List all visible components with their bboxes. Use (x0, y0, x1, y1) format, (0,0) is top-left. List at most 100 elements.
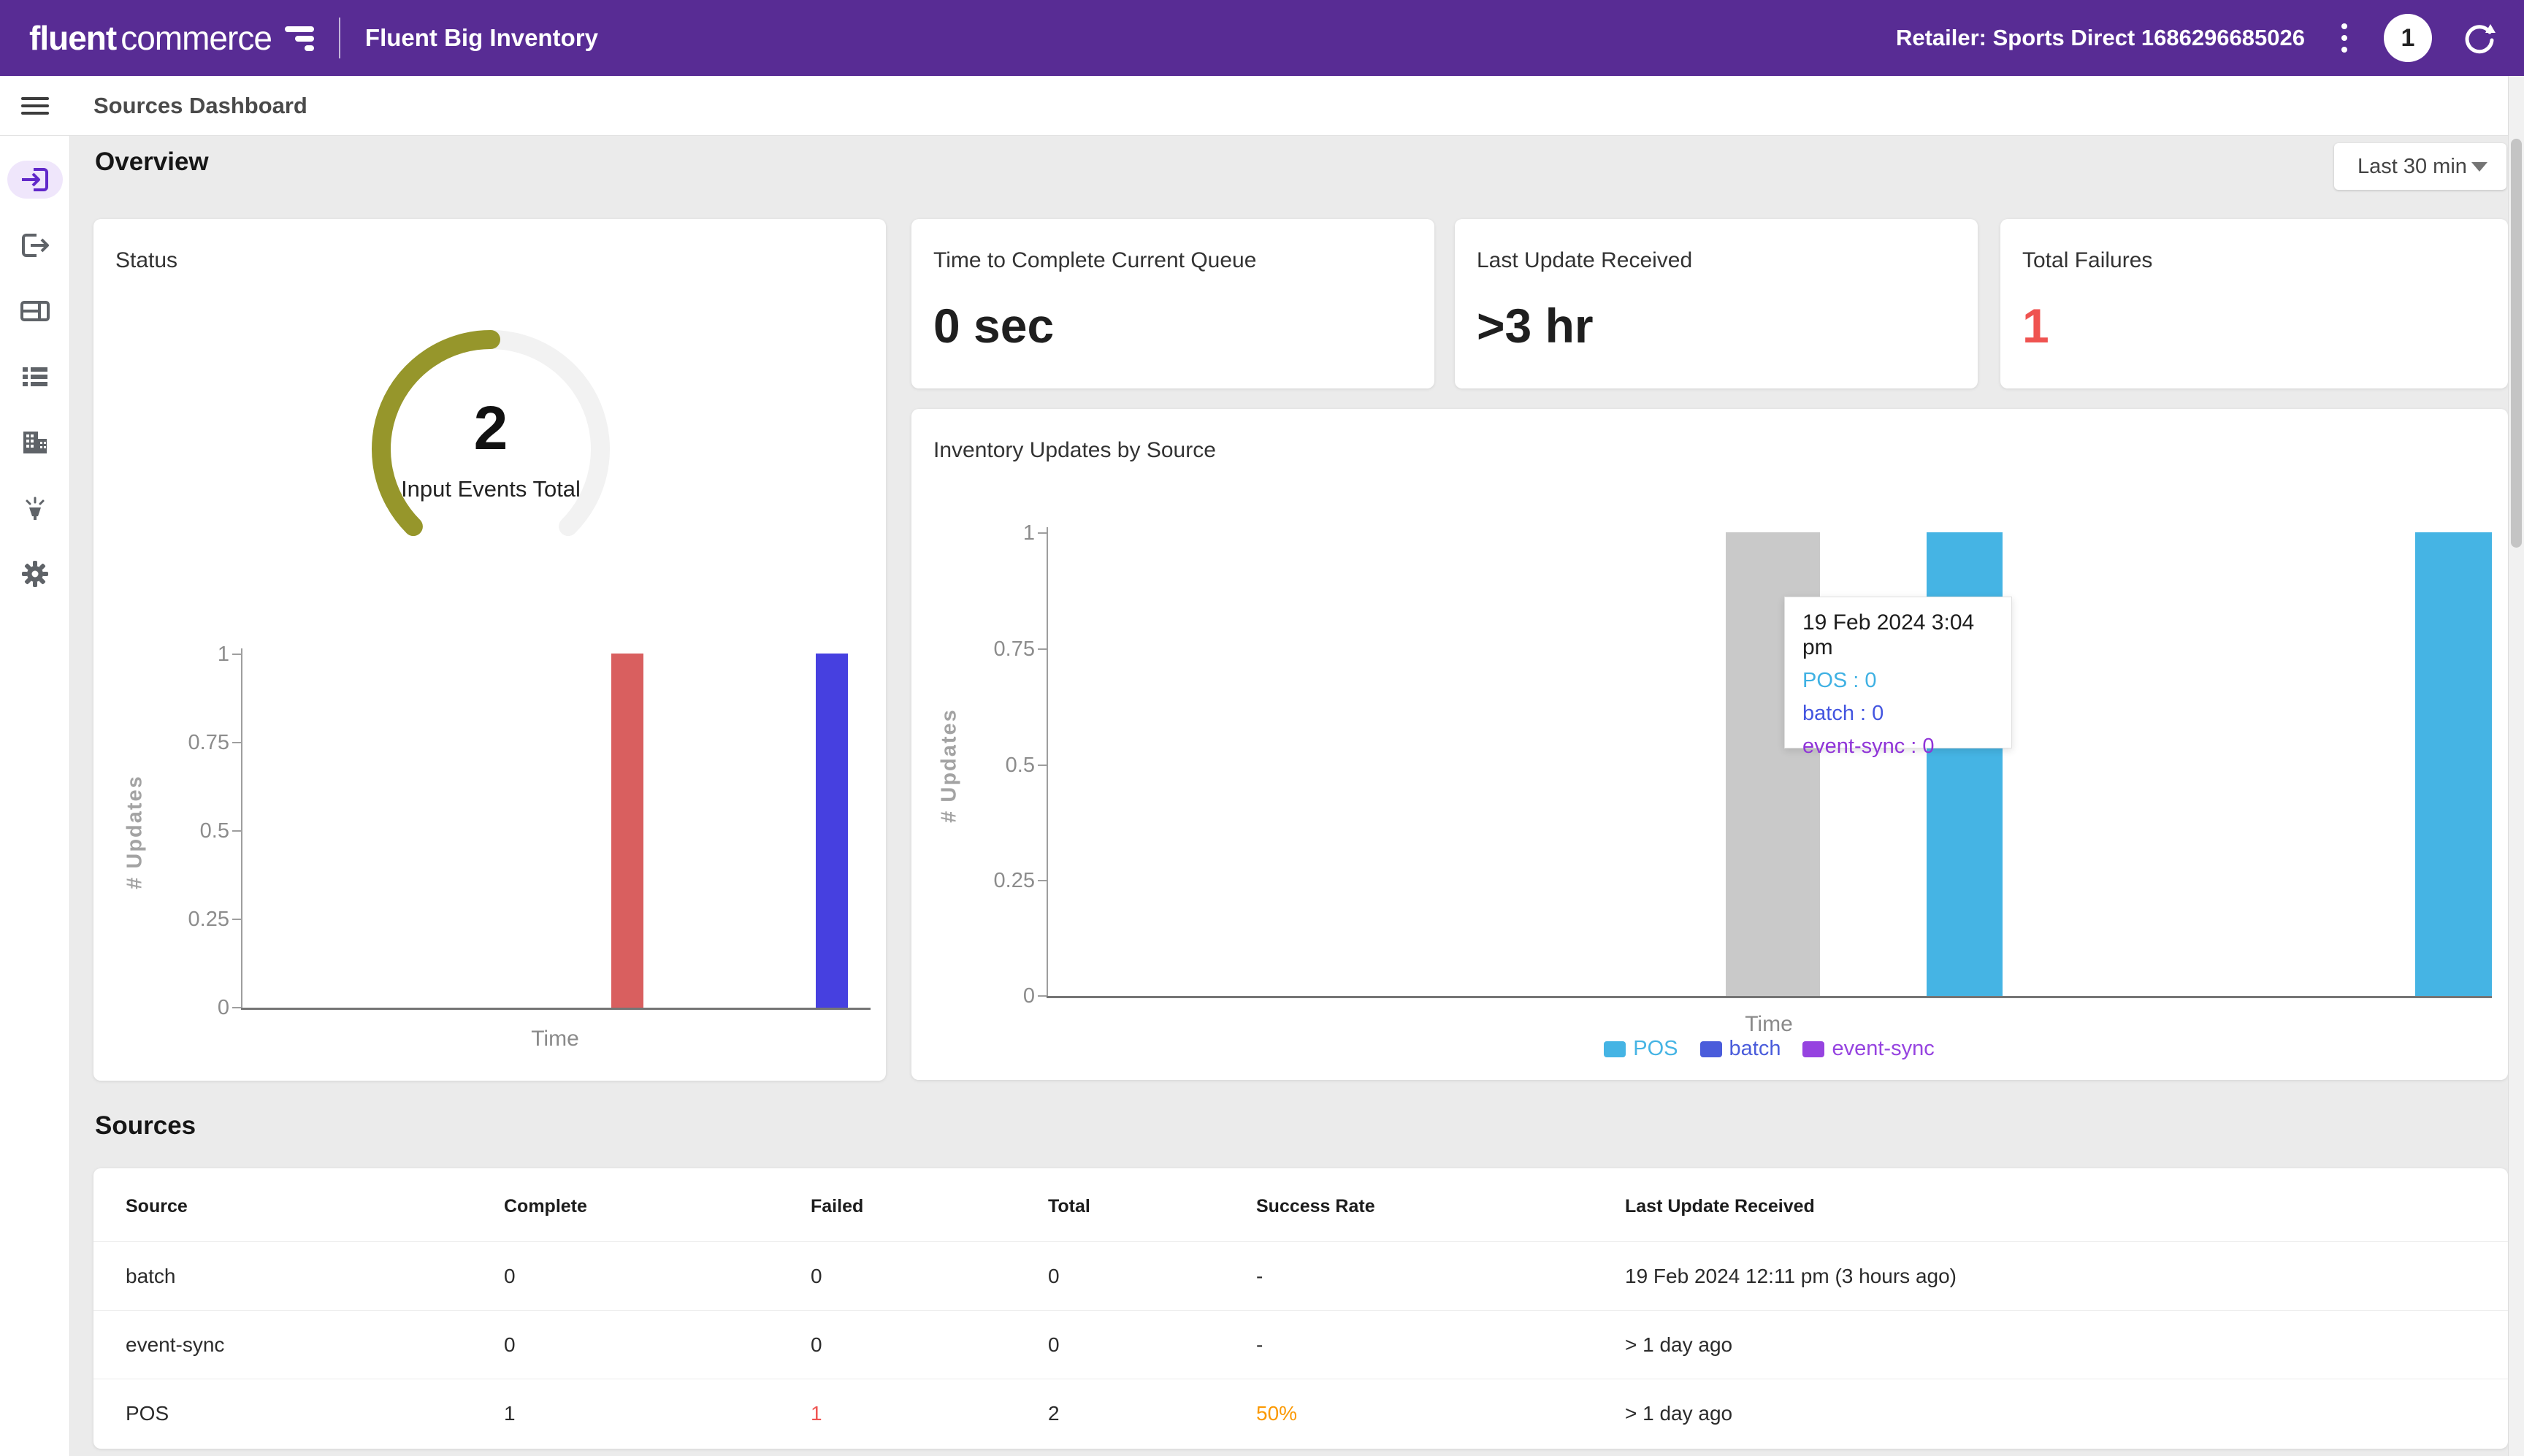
legend-item-event-sync[interactable]: event-sync (1802, 1037, 1935, 1061)
sources-table-card: Source Complete Failed Total Success Rat… (93, 1168, 2508, 1449)
queue-kpi-title: Time to Complete Current Queue (933, 248, 1257, 272)
y-tick: 0.25 (993, 869, 1035, 892)
status-bar-red[interactable] (611, 654, 643, 1008)
sidebar-item-spotlight[interactable] (7, 489, 63, 527)
table-row[interactable]: batch 0 0 0 - 19 Feb 2024 12:11 pm (3 ho… (93, 1241, 2508, 1310)
last-update-kpi-value: >3 hr (1477, 299, 1594, 353)
inventory-updates-card: Inventory Updates by Source # Updates 1 … (911, 409, 2508, 1080)
cell-failed: 0 (811, 1333, 822, 1356)
sidebar-item-settings[interactable] (7, 555, 63, 593)
last-update-kpi-title: Last Update Received (1477, 248, 1693, 272)
table-row[interactable]: POS 1 1 2 50% > 1 day ago (93, 1379, 2508, 1447)
input-events-gauge (372, 330, 610, 537)
cell-total: 0 (1048, 1265, 1060, 1287)
app-title: Fluent Big Inventory (364, 24, 598, 51)
time-range-value: Last 30 min (2357, 154, 2467, 178)
y-tick: 0.75 (188, 731, 229, 754)
status-card: Status 2 Input Events Total # Updates 1 … (93, 219, 886, 1081)
tooltip-event-sync-row: event-sync : 0 (1802, 735, 1935, 758)
list-icon (22, 367, 47, 386)
tooltip-pos-row: POS : 0 (1802, 669, 1877, 692)
col-complete: Complete (504, 1196, 587, 1216)
queue-kpi-card: Time to Complete Current Queue 0 sec (911, 219, 1434, 388)
cell-failed: 0 (811, 1265, 822, 1287)
col-source: Source (126, 1196, 188, 1216)
chart-legend: POS batch event-sync (1047, 1037, 2492, 1061)
retailer-label: Retailer: Sports Direct 1686296685026 (1895, 25, 2305, 50)
legend-label: batch (1729, 1037, 1781, 1060)
failures-kpi-value: 1 (2022, 299, 2049, 353)
col-success-rate: Success Rate (1256, 1196, 1375, 1216)
outbound-events-icon (21, 234, 49, 257)
cell-last-update: 19 Feb 2024 12:11 pm (3 hours ago) (1625, 1265, 1957, 1287)
inbound-events-icon (21, 168, 48, 191)
notification-badge[interactable]: 1 (2384, 14, 2432, 62)
kebab-menu-icon[interactable] (2334, 19, 2355, 57)
cell-total: 0 (1048, 1333, 1060, 1356)
table-header-row: Source Complete Failed Total Success Rat… (93, 1168, 2508, 1241)
pos-swatch-icon (1604, 1041, 1626, 1057)
failures-kpi-card: Total Failures 1 (2000, 219, 2508, 388)
sources-heading: Sources (95, 1111, 196, 1140)
col-total: Total (1048, 1196, 1090, 1216)
sidebar-nav (0, 136, 70, 1456)
sidebar-item-list[interactable] (7, 358, 63, 396)
y-tick: 0.25 (188, 908, 229, 931)
cell-complete: 0 (504, 1265, 516, 1287)
legend-item-batch[interactable]: batch (1699, 1037, 1781, 1061)
queue-kpi-value: 0 sec (933, 299, 1055, 353)
sidebar-item-panels[interactable] (7, 292, 63, 330)
gauge-value: 2 (473, 394, 508, 462)
chevron-down-icon (2471, 161, 2487, 172)
y-tick: 1 (217, 643, 229, 666)
table-row[interactable]: event-sync 0 0 0 - > 1 day ago (93, 1310, 2508, 1379)
sidebar-item-inbound-events[interactable] (7, 161, 63, 199)
status-card-title: Status (115, 248, 178, 272)
sidebar-item-outbound-events[interactable] (7, 226, 63, 264)
col-last-update: Last Update Received (1625, 1196, 1815, 1216)
status-chart-x-axis (241, 1008, 871, 1010)
vertical-scrollbar[interactable] (2508, 76, 2524, 1456)
inventory-chart-x-axis-label: Time (1745, 1012, 1793, 1036)
failures-kpi-title: Total Failures (2022, 248, 2153, 272)
refresh-icon[interactable] (2461, 20, 2498, 56)
event-sync-swatch-icon (1802, 1041, 1825, 1057)
legend-item-pos[interactable]: POS (1604, 1037, 1678, 1061)
cell-complete: 0 (504, 1333, 516, 1356)
col-failed: Failed (811, 1196, 864, 1216)
gauge-label: Input Events Total (401, 476, 581, 502)
sidebar-item-organization[interactable] (7, 424, 63, 461)
organization-icon (23, 432, 47, 453)
hamburger-menu-icon[interactable] (0, 93, 70, 119)
cell-source: event-sync (126, 1333, 225, 1356)
settings-icon (21, 561, 48, 587)
status-chart-y-axis (241, 648, 242, 1009)
cell-failed: 1 (811, 1402, 822, 1425)
cell-source: batch (126, 1265, 176, 1287)
y-tick: 0 (217, 996, 229, 1019)
cell-last-update: > 1 day ago (1625, 1402, 1733, 1425)
fluent-commerce-logo[interactable]: fluent commerce (29, 18, 314, 58)
fluent-logo-mark-icon (282, 25, 314, 51)
time-range-select[interactable]: Last 30 min (2334, 143, 2506, 190)
inventory-chart-x-axis (1047, 996, 2492, 998)
status-chart-y-axis-label: # Updates (123, 775, 147, 889)
cell-complete: 1 (504, 1402, 516, 1425)
y-tick: 0 (1022, 984, 1035, 1008)
scrollbar-thumb[interactable] (2511, 139, 2522, 548)
status-chart-x-axis-label: Time (531, 1027, 579, 1051)
spotlight-icon (26, 497, 44, 520)
inventory-chart-y-axis-label: # Updates (937, 708, 961, 823)
status-bar-blue[interactable] (816, 654, 848, 1008)
tooltip-timestamp: 19 Feb 2024 3:04 pm (1802, 610, 1975, 659)
overview-heading: Overview (95, 147, 209, 176)
inventory-card-title: Inventory Updates by Source (933, 438, 1216, 462)
cell-total: 2 (1048, 1402, 1060, 1425)
breadcrumb-bar: Sources Dashboard (0, 76, 2524, 136)
topbar-divider (338, 18, 340, 58)
pos-bar-2[interactable] (2415, 532, 2492, 996)
logo-text-primary: fluent (29, 19, 117, 57)
cell-success-rate: - (1256, 1265, 1263, 1287)
legend-label: POS (1633, 1037, 1678, 1060)
